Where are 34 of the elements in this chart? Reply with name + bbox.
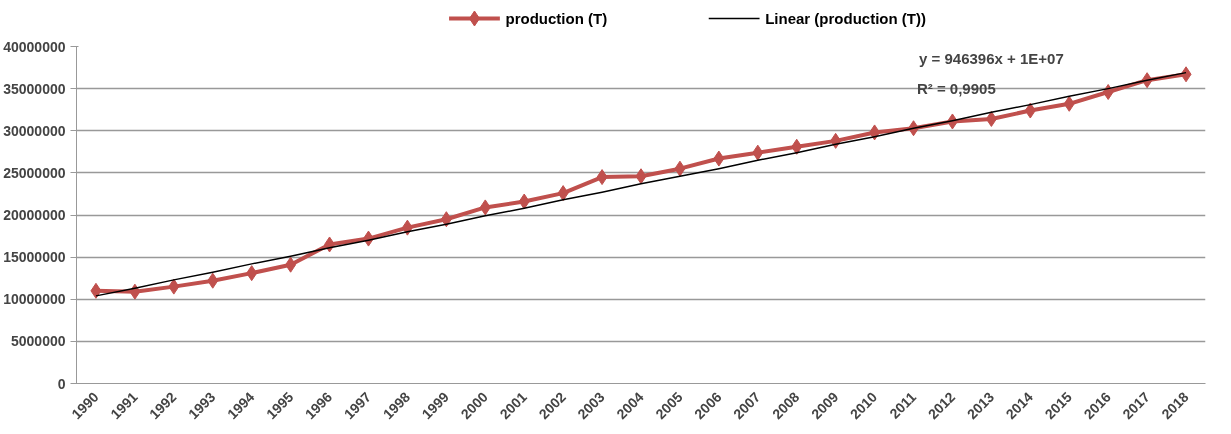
point <box>168 278 180 295</box>
annotation: y = 946396x + 1E+07 <box>919 49 1064 67</box>
legend-label: production (T) <box>505 10 608 27</box>
point <box>401 219 413 236</box>
point <box>596 169 608 186</box>
y-tick-label: 15000000 <box>3 249 66 266</box>
point <box>440 211 452 228</box>
y-tick-label: 5000000 <box>11 333 66 350</box>
point <box>285 256 297 273</box>
y-tick-label: 35000000 <box>3 80 66 97</box>
y-tick-label: 40000000 <box>3 38 66 55</box>
y-tick-label: 25000000 <box>3 164 66 181</box>
point <box>557 185 569 202</box>
annotation: R² = 0,9905 <box>916 80 996 98</box>
point <box>479 199 491 216</box>
point <box>869 124 881 141</box>
legend-label: Linear (production (T)) <box>765 10 927 27</box>
y-tick-label: 10000000 <box>3 291 66 308</box>
point <box>791 138 803 155</box>
y-tick-label: 30000000 <box>3 122 66 139</box>
y-tick-label: 20000000 <box>3 207 66 223</box>
point <box>1063 95 1075 112</box>
point <box>635 168 647 185</box>
point <box>985 110 997 127</box>
y-tick-label: 0 <box>57 375 66 392</box>
point <box>518 193 530 210</box>
point <box>1024 102 1036 119</box>
point <box>1180 66 1192 83</box>
point <box>90 282 102 299</box>
point <box>674 160 686 177</box>
point <box>207 272 219 289</box>
point <box>752 144 764 161</box>
point <box>246 265 258 282</box>
point <box>713 150 725 167</box>
